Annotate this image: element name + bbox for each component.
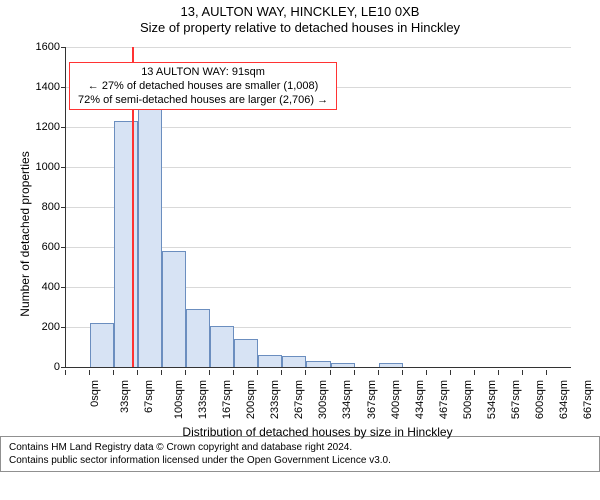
histogram-bar [331,363,355,367]
x-tick-label: 233sqm [269,380,281,419]
histogram-bar [379,363,403,367]
x-tick-label: 634sqm [558,380,570,419]
x-tick-mark [233,370,234,375]
y-tick-label: 1400 [36,81,66,93]
x-tick-mark [209,370,210,375]
x-tick-mark [546,370,547,375]
x-tick-mark [498,370,499,375]
x-axis-label: Distribution of detached houses by size … [65,425,570,430]
y-tick-label: 1200 [36,121,66,133]
y-tick-label: 800 [42,201,66,213]
x-tick-label: 133sqm [197,380,209,419]
page-title-address: 13, AULTON WAY, HINCKLEY, LE10 0XB [0,4,600,20]
x-tick-label: 67sqm [143,380,155,413]
histogram-bar [234,339,258,367]
x-tick-mark [354,370,355,375]
x-tick-mark [426,370,427,375]
x-tick-label: 367sqm [366,380,378,419]
x-tick-label: 300sqm [318,380,330,419]
x-tick-labels: 0sqm 33sqm 67sqm 100sqm 133sqm 167sqm 200sqm 23… [65,370,570,425]
x-tick-label: 0sqm [89,380,101,407]
histogram-bar [186,309,210,367]
histogram-chart: Number of detached properties 13 AULTON … [0,37,600,432]
x-tick-label: 434sqm [414,380,426,419]
histogram-bar [162,251,186,367]
attribution-footer: Contains HM Land Registry data © Crown c… [0,436,600,472]
x-tick-label: 400sqm [390,380,402,419]
x-tick-label: 267sqm [294,380,306,419]
page-subtitle: Size of property relative to detached ho… [0,20,600,36]
x-tick-label: 167sqm [221,380,233,419]
plot-area: 13 AULTON WAY: 91sqm ← 27% of detached h… [65,47,571,368]
y-tick-label: 200 [42,321,66,333]
x-tick-label: 667sqm [582,380,594,419]
x-tick-mark [137,370,138,375]
x-tick-mark [281,370,282,375]
x-tick-mark [305,370,306,375]
x-tick-label: 534sqm [486,380,498,419]
y-tick-label: 1000 [36,161,66,173]
x-tick-mark [185,370,186,375]
x-tick-mark [89,370,90,375]
histogram-bar [138,107,162,367]
histogram-bar [282,356,306,367]
histogram-bar [306,361,330,367]
x-tick-label: 567sqm [510,380,522,419]
x-tick-mark [378,370,379,375]
x-tick-mark [330,370,331,375]
x-tick-mark [65,370,66,375]
callout-line2: ← 27% of detached houses are smaller (1,… [78,79,328,93]
y-tick-label: 600 [42,241,66,253]
gridline [66,47,571,48]
x-tick-mark [161,370,162,375]
x-tick-label: 100sqm [173,380,185,419]
x-tick-label: 600sqm [534,380,546,419]
x-tick-label: 33sqm [119,380,131,413]
x-tick-mark [257,370,258,375]
y-tick-label: 400 [42,281,66,293]
x-tick-mark [474,370,475,375]
x-tick-label: 467sqm [438,380,450,419]
x-tick-label: 334sqm [342,380,354,419]
histogram-bar [210,326,234,367]
callout-line1: 13 AULTON WAY: 91sqm [78,65,328,79]
y-axis-label: Number of detached properties [18,151,32,316]
histogram-bar [258,355,282,367]
callout-box: 13 AULTON WAY: 91sqm ← 27% of detached h… [69,62,337,111]
x-tick-label: 500sqm [462,380,474,419]
histogram-bar [114,121,138,367]
x-tick-mark [522,370,523,375]
x-tick-mark [113,370,114,375]
callout-line3: 72% of semi-detached houses are larger (… [78,93,328,107]
y-tick-label: 1600 [36,41,66,53]
footer-line2: Contains public sector information licen… [9,454,591,467]
footer-line1: Contains HM Land Registry data © Crown c… [9,441,591,454]
histogram-bar [90,323,114,367]
x-tick-mark [450,370,451,375]
x-tick-mark [402,370,403,375]
x-tick-label: 200sqm [245,380,257,419]
